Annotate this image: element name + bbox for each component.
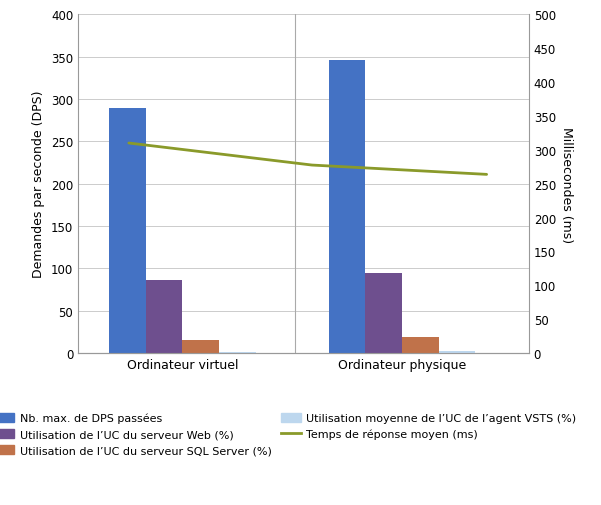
Bar xyxy=(365,273,402,354)
Bar xyxy=(219,352,255,353)
Bar xyxy=(109,109,146,354)
Bar xyxy=(402,337,439,354)
Y-axis label: Millisecondes (ms): Millisecondes (ms) xyxy=(560,126,573,242)
Bar xyxy=(439,351,475,353)
Bar xyxy=(329,61,365,354)
Bar xyxy=(182,341,219,353)
Y-axis label: Demandes par seconde (DPS): Demandes par seconde (DPS) xyxy=(32,91,46,278)
Bar xyxy=(146,281,182,354)
Legend: Nb. max. de DPS passées, Utilisation de l’UC du serveur Web (%), Utilisation de : Nb. max. de DPS passées, Utilisation de … xyxy=(0,410,580,459)
